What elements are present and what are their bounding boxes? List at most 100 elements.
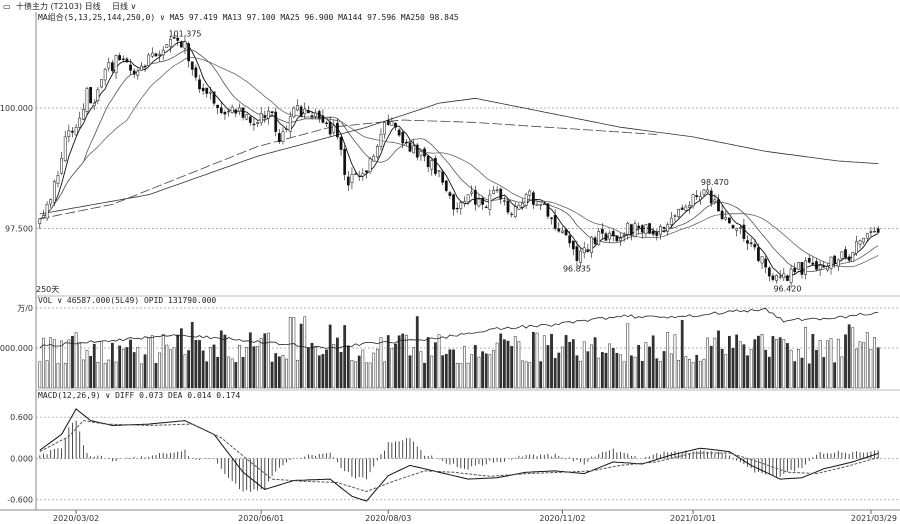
volume-bar xyxy=(619,354,622,389)
volume-bar xyxy=(60,340,63,389)
volume-bar xyxy=(350,360,354,389)
volume-bar xyxy=(158,352,161,389)
volume-bar xyxy=(325,349,328,389)
candle-body xyxy=(568,235,572,244)
volume-bar xyxy=(63,362,67,389)
candle-body xyxy=(811,262,815,265)
volume-bar xyxy=(96,362,100,389)
candle-body xyxy=(176,37,180,41)
volume-bar xyxy=(484,353,488,389)
candle-body xyxy=(85,88,89,112)
candle-body xyxy=(321,115,325,123)
candle-body xyxy=(749,242,753,244)
candle-body xyxy=(426,156,430,167)
candle-body xyxy=(528,190,532,196)
volume-bar xyxy=(873,337,876,389)
volume-bar xyxy=(234,362,238,389)
candle-body xyxy=(408,142,412,152)
volume-bar xyxy=(365,362,368,389)
candle-body xyxy=(394,122,397,128)
volume-bar xyxy=(767,356,771,389)
volume-bar xyxy=(840,356,844,389)
volume-bar xyxy=(535,332,539,389)
candle-body xyxy=(575,246,579,261)
candle-body xyxy=(535,204,539,206)
candle-body xyxy=(506,200,510,213)
candle-body xyxy=(659,226,662,235)
volume-bar xyxy=(314,347,318,389)
volume-bar xyxy=(492,349,495,389)
candle-body xyxy=(746,240,749,244)
candle-body xyxy=(825,266,829,271)
candle-body xyxy=(564,229,568,236)
menu-icon[interactable]: ▭ xyxy=(3,2,11,11)
volume-bar xyxy=(706,337,709,389)
candle-body xyxy=(775,274,778,281)
volume-bar xyxy=(855,348,858,389)
range-tag: 250天 xyxy=(36,285,59,294)
candle-body xyxy=(459,202,463,209)
volume-bar xyxy=(455,362,459,389)
candle-body xyxy=(455,207,459,210)
volume-bar xyxy=(252,346,256,389)
candle-body xyxy=(851,252,855,262)
volume-bar xyxy=(118,345,122,389)
vol-legend[interactable]: VOL ∨ 46587.000(5L49) OPID 131790.000 xyxy=(38,296,216,305)
volume-bar xyxy=(524,361,528,389)
volume-bar xyxy=(659,361,662,389)
line-dea xyxy=(39,420,879,493)
volume-bar xyxy=(742,344,746,389)
volume-bar xyxy=(259,337,263,389)
macd-histogram xyxy=(39,420,879,492)
candle-body xyxy=(513,206,517,217)
candle-body xyxy=(680,207,684,210)
candle-body xyxy=(590,236,593,254)
candle-body xyxy=(267,110,270,119)
volume-bar xyxy=(506,340,510,389)
volume-bar xyxy=(437,334,441,389)
volume-bar xyxy=(404,334,408,389)
x-tick-label: 2021/03/29 xyxy=(851,514,897,523)
volume-bar xyxy=(52,339,56,389)
volume-bar xyxy=(528,362,532,389)
candle-body xyxy=(539,204,543,206)
candle-body xyxy=(452,194,455,210)
candle-body xyxy=(169,38,172,47)
volume-bar xyxy=(648,346,651,389)
price-ma-lines xyxy=(39,40,879,278)
volume-bar xyxy=(720,348,724,389)
candle-body xyxy=(873,231,876,233)
candle-body xyxy=(430,160,434,170)
candle-body xyxy=(546,203,550,217)
candle-body xyxy=(281,131,285,142)
ma-legend[interactable]: MA组合(5,13,25,144,250,0) ∨ MA5 97.419 MA1… xyxy=(38,12,459,22)
candle-body xyxy=(140,65,143,71)
candle-body xyxy=(557,228,561,232)
candlesticks xyxy=(38,34,880,289)
volume-bar xyxy=(637,344,641,389)
volume-bar xyxy=(459,363,463,389)
volume-bar xyxy=(332,344,336,389)
candle-body xyxy=(296,105,299,111)
candle-body xyxy=(484,206,488,209)
volume-bar xyxy=(789,349,793,389)
volume-bar xyxy=(473,345,477,389)
candle-body xyxy=(666,224,670,232)
macd-legend[interactable]: MACD(12,26,9) ∨ DIFF 0.073 DEA 0.014 0.1… xyxy=(38,391,240,400)
candle-body xyxy=(147,54,151,66)
volume-bar xyxy=(764,349,768,389)
candle-body xyxy=(434,158,437,174)
period-selector[interactable]: 日线 ∨ xyxy=(112,1,136,11)
volume-bar xyxy=(379,337,383,389)
volume-bar xyxy=(561,346,564,389)
volume-bar xyxy=(630,355,633,389)
volume-bar xyxy=(190,322,194,389)
volume-bar xyxy=(825,340,829,389)
candle-body xyxy=(735,228,739,231)
volume-bar xyxy=(336,337,339,389)
volume-bar xyxy=(862,342,866,389)
candle-body xyxy=(778,276,782,278)
volume-bar xyxy=(375,348,379,389)
candle-body xyxy=(633,223,637,237)
